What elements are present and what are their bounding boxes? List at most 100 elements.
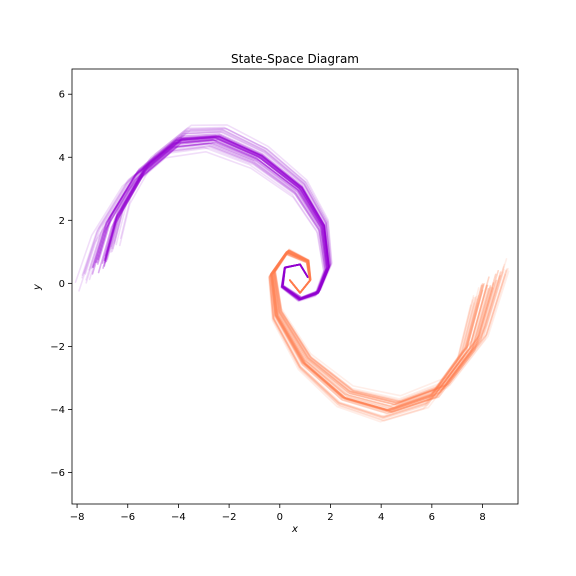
- trajectory-line-series-1: [104, 135, 330, 300]
- trajectory-line-series-2: [269, 252, 477, 418]
- trajectory-line-series-2: [268, 252, 475, 419]
- trajectory-line-series-1: [91, 142, 328, 301]
- trajectory-line-series-2: [270, 251, 489, 412]
- plot-frame: [71, 68, 519, 505]
- trajectory-line-series-1: [112, 129, 332, 299]
- trajectory-line-series-2: [272, 251, 495, 410]
- trajectory-line-series-2: [274, 249, 508, 403]
- trajectory-line-series-2: [274, 249, 508, 403]
- trajectory-line-series-1: [81, 143, 326, 301]
- y-tick-label: 0: [59, 279, 65, 290]
- trajectory-line-series-1: [90, 139, 328, 301]
- y-axis-label: y: [32, 283, 43, 291]
- trajectory-line-series-2: [273, 249, 505, 401]
- x-tick-label: 4: [378, 512, 384, 523]
- trajectory-line-series-2: [270, 251, 484, 412]
- trajectory-line-series-2: [274, 249, 509, 402]
- trajectory-line-series-2: [274, 250, 507, 406]
- y-tick-label: −6: [50, 468, 65, 479]
- trajectory-line-series-1: [111, 130, 331, 299]
- trajectory-line-series-2: [271, 251, 494, 413]
- trajectory-line-series-2: [268, 253, 475, 422]
- trajectory-line-series-2: [269, 251, 480, 413]
- trajectory-line-series-1: [115, 127, 332, 299]
- trajectory-line-series-1: [78, 151, 325, 303]
- x-tick-label: 8: [479, 512, 485, 523]
- trajectory-line-series-1: [97, 141, 329, 301]
- trajectory-line-series-1: [102, 139, 330, 301]
- trajectory-line-series-1: [119, 124, 333, 298]
- trajectory-line-series-1: [119, 127, 333, 299]
- trajectory-line-series-1: [92, 138, 328, 301]
- trajectory-line-series-2: [274, 248, 508, 397]
- y-axis: −6 −4 −2 0 2 4 6: [50, 90, 72, 479]
- x-tick-label: −2: [222, 512, 237, 523]
- trajectory-line-series-2: [269, 251, 483, 412]
- trajectory-line-series-1: [83, 142, 326, 301]
- plot-area: [74, 124, 510, 423]
- trajectory-line-series-1: [113, 126, 332, 299]
- trajectory-line-series-2: [268, 252, 477, 419]
- trajectory-line-series-2: [271, 251, 490, 414]
- trajectory-line-series-2: [271, 250, 490, 407]
- trajectory-line-series-1: [105, 136, 330, 300]
- y-tick-label: 4: [59, 153, 65, 164]
- trajectory-line-series-1: [103, 138, 330, 300]
- y-tick-label: 2: [59, 216, 65, 227]
- trajectory-line-series-1: [97, 137, 329, 300]
- x-axis-label: x: [291, 524, 298, 535]
- trajectory-line-series-1: [104, 135, 330, 300]
- trajectory-line-series-1: [104, 134, 330, 300]
- trajectory-line-series-1: [91, 138, 328, 301]
- trajectory-line-series-2: [272, 250, 498, 409]
- x-tick-label: −4: [171, 512, 186, 523]
- trajectory-line-series-2: [271, 251, 492, 412]
- trajectory-line-series-1: [110, 129, 331, 299]
- x-tick-label: 0: [277, 512, 283, 523]
- y-tick-label: −4: [50, 405, 65, 416]
- trajectory-line-series-1: [85, 147, 327, 302]
- trajectory-line-series-2: [274, 249, 510, 404]
- trajectory-line-series-1: [101, 136, 330, 300]
- trajectory-line-series-2: [268, 253, 472, 423]
- trajectory-line-series-2: [268, 252, 475, 418]
- trajectory-line-series-2: [270, 251, 488, 412]
- trajectory-line-series-2: [269, 252, 480, 418]
- trajectory-line-series-2: [273, 248, 506, 400]
- trajectory-line-series-2: [270, 251, 485, 411]
- trajectory-line-series-2: [273, 249, 505, 403]
- trajectory-line-series-1: [74, 146, 325, 302]
- trajectory-line-series-2: [272, 249, 499, 404]
- trajectory-line-series-2: [273, 249, 504, 404]
- trajectory-line-series-2: [269, 252, 478, 420]
- x-tick-label: 6: [429, 512, 435, 523]
- x-tick-label: 2: [327, 512, 333, 523]
- y-tick-label: −2: [50, 342, 65, 353]
- trajectory-line-series-1: [103, 135, 330, 300]
- trajectory-line-series-1: [110, 131, 331, 299]
- trajectory-line-series-2: [268, 252, 474, 420]
- chart-title: State-Space Diagram: [231, 52, 359, 66]
- trajectory-line-series-2: [273, 249, 502, 404]
- trajectory-line-series-2: [273, 250, 501, 406]
- trajectory-line-series-1: [106, 131, 330, 299]
- x-tick-label: −6: [120, 512, 135, 523]
- y-tick-label: 6: [59, 90, 65, 101]
- trajectory-line-series-2: [271, 251, 492, 413]
- trajectory-line-series-1: [84, 142, 327, 301]
- trajectory-line-series-1: [95, 136, 328, 300]
- trajectory-line-series-2: [269, 253, 479, 422]
- trajectory-line-series-1: [88, 140, 327, 301]
- trajectory-line-series-1: [96, 136, 329, 300]
- trajectory-line-series-1: [88, 145, 327, 302]
- trajectory-line-series-1: [97, 134, 329, 300]
- trajectory-line-series-2: [270, 251, 484, 415]
- trajectory-line-series-1: [104, 133, 330, 300]
- x-axis: −8 −6 −4 −2 0 2 4 6 8: [70, 504, 486, 523]
- trajectory-line-series-2: [270, 251, 484, 411]
- trajectory-line-series-2: [272, 250, 497, 406]
- trajectory-line-series-1: [81, 144, 326, 301]
- x-tick-label: −8: [70, 512, 85, 523]
- trajectory-line-series-1: [85, 145, 327, 302]
